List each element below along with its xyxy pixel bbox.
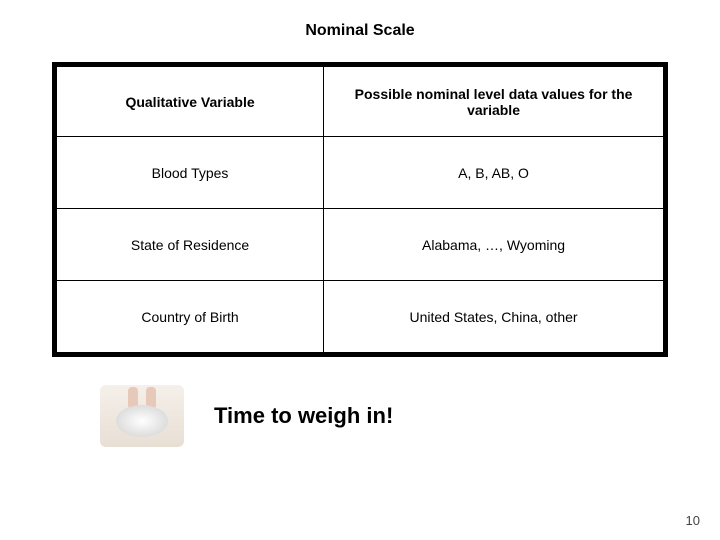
scale-image [100, 385, 184, 447]
page-title: Nominal Scale [0, 0, 720, 62]
cell-values: A, B, AB, O [324, 137, 664, 209]
table-row: Country of Birth United States, China, o… [57, 281, 664, 353]
table-header-row: Qualitative Variable Possible nominal le… [57, 67, 664, 137]
col-header-variable: Qualitative Variable [57, 67, 324, 137]
cell-variable: State of Residence [57, 209, 324, 281]
page-number: 10 [686, 513, 700, 528]
cell-variable: Blood Types [57, 137, 324, 209]
footer-caption: Time to weigh in! [214, 403, 393, 429]
cell-variable: Country of Birth [57, 281, 324, 353]
table-row: Blood Types A, B, AB, O [57, 137, 664, 209]
cell-values: Alabama, …, Wyoming [324, 209, 664, 281]
footer: Time to weigh in! [100, 385, 720, 447]
cell-values: United States, China, other [324, 281, 664, 353]
nominal-scale-table: Qualitative Variable Possible nominal le… [52, 62, 668, 357]
table-row: State of Residence Alabama, …, Wyoming [57, 209, 664, 281]
col-header-values: Possible nominal level data values for t… [324, 67, 664, 137]
